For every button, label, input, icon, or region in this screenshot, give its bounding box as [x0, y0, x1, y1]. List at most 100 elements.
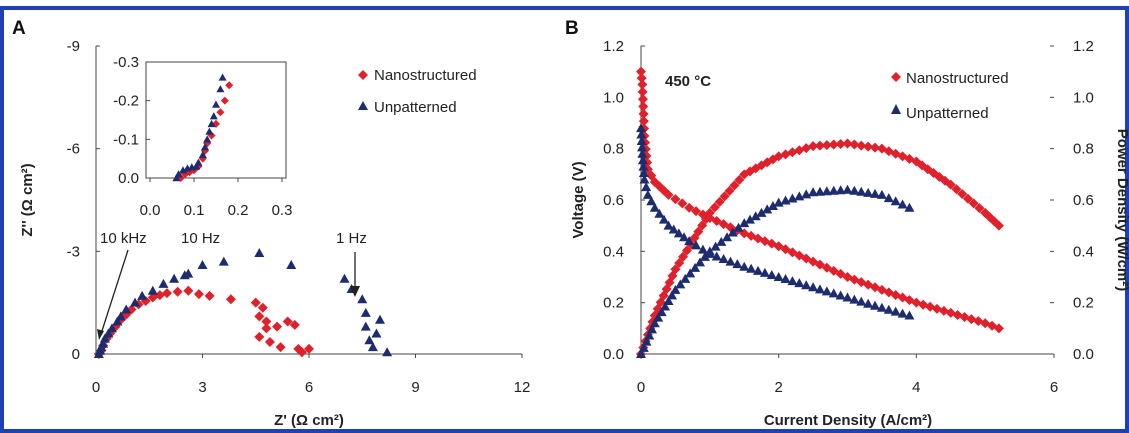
unpatterned-power-point: [756, 207, 767, 217]
nanostructured-point: [275, 342, 286, 353]
unpatterned-voltage-point: [638, 168, 649, 178]
unpatterned-power-point: [849, 185, 860, 195]
unpatterned-voltage-point: [654, 208, 665, 218]
unpatterned-point: [367, 342, 378, 352]
unpatterned-voltage-point: [794, 278, 805, 288]
panel-a-x-axis-label: Z' (Ω cm²): [274, 412, 344, 429]
nanostructured-point: [261, 323, 272, 334]
nanostructured-point: [264, 337, 275, 348]
panel-a-x-tick-label: 12: [514, 379, 531, 396]
unpatterned-voltage-point: [842, 292, 853, 302]
panel-a-y-tick-label: 0: [72, 346, 80, 363]
unpatterned-power-point: [863, 187, 874, 197]
unpatterned-voltage-point: [773, 272, 784, 281]
unpatterned-voltage-point: [801, 280, 812, 290]
unpatterned-voltage-point: [849, 294, 860, 304]
panel-b-y-tick-label: 1.2: [603, 38, 624, 55]
panel-a-x-tick-label: 6: [305, 379, 313, 396]
inset-y-tick-label: -0.1: [113, 131, 139, 148]
unpatterned-power-point: [649, 318, 660, 328]
nanostructured-point: [254, 331, 265, 342]
unpatterned-point: [183, 268, 194, 278]
unpatterned-power-point: [821, 186, 832, 196]
unpatterned-point: [254, 248, 265, 258]
temperature-annotation: 450 °C: [665, 73, 711, 90]
unpatterned-point: [360, 321, 371, 331]
nanostructured-voltage-point: [663, 189, 674, 200]
unpatterned-voltage-point: [870, 300, 881, 310]
arrow-1hz-head: [350, 286, 360, 297]
unpatterned-voltage-point: [684, 236, 695, 246]
nanostructured-point: [257, 302, 268, 313]
inset-unpatterned-point: [205, 127, 214, 135]
unpatterned-voltage-point: [639, 174, 650, 184]
unpatterned-power-point: [710, 241, 721, 251]
nanostructured-power-point: [856, 140, 867, 151]
nanostructured-power-point: [835, 139, 846, 150]
inset-nanostructured-point: [216, 108, 225, 117]
nanostructured-power-point: [968, 198, 979, 209]
unpatterned-point: [357, 294, 368, 304]
unpatterned-power-point: [641, 336, 652, 346]
panel-b-y-tick-label: 0.0: [603, 346, 624, 363]
nanostructured-voltage-point: [637, 86, 648, 97]
nanostructured-power-point: [709, 202, 720, 213]
panel-b-y-tick-label: 0.6: [603, 192, 624, 209]
unpatterned-point: [99, 333, 110, 343]
unpatterned-point: [121, 304, 132, 314]
unpatterned-voltage-point: [883, 304, 894, 314]
unpatterned-power-point: [653, 312, 664, 322]
unpatterned-voltage-point: [732, 259, 743, 269]
nanostructured-point: [183, 285, 194, 296]
unpatterned-voltage-point: [637, 155, 648, 165]
nanostructured-power-point: [808, 141, 819, 152]
panel-a-label: A: [12, 18, 26, 39]
nanostructured-point: [254, 311, 265, 322]
nanostructured-power-point: [714, 196, 725, 207]
nanostructured-voltage-point: [677, 198, 688, 209]
nanostructured-power-point: [945, 179, 956, 190]
panel-a-y-tick-label: -6: [67, 141, 80, 158]
unpatterned-voltage-point: [641, 182, 652, 192]
unpatterned-power-point: [638, 342, 649, 352]
legend-b-unpatterned-marker: [891, 104, 901, 114]
nanostructured-point: [282, 316, 293, 327]
nanostructured-voltage-point: [636, 73, 647, 84]
nyquist-plot: 0 3 6 9 12 -9 -6 -3 0 Z' (Ω cm²) Z'' (Ω cm²) 10…: [19, 38, 530, 429]
nanostructured-power-point: [974, 203, 985, 214]
nanostructured-power-point: [849, 139, 860, 150]
unpatterned-voltage-point: [904, 310, 915, 320]
panel-b-y-axis-label: Voltage (V): [570, 161, 587, 238]
unpatterned-voltage-point: [856, 296, 867, 306]
unpatterned-voltage-point: [753, 265, 764, 275]
inset-frame: [145, 61, 287, 179]
arrow-10khz-head: [97, 329, 104, 340]
unpatterned-power-point: [656, 307, 667, 317]
unpatterned-power-point: [722, 232, 733, 242]
panel-b-y2-tick-label: 0.6: [1073, 192, 1094, 209]
unpatterned-power-point: [744, 214, 755, 224]
panel-a-x-tick-label: 0: [92, 379, 100, 396]
unpatterned-voltage-point: [787, 276, 798, 286]
unpatterned-point: [364, 335, 375, 345]
nanostructured-point: [289, 319, 300, 330]
unpatterned-point: [371, 328, 382, 338]
nanostructured-voltage-point: [684, 202, 695, 213]
nanostructured-voltage-point: [637, 94, 648, 105]
panel-b-x-tick-label: 6: [1050, 379, 1058, 396]
unpatterned-power-point: [739, 218, 750, 228]
unpatterned-voltage-point: [642, 189, 653, 199]
unpatterned-voltage-point: [828, 288, 839, 298]
legend-unpatterned-marker: [358, 101, 368, 110]
unpatterned-power-point: [695, 257, 705, 267]
legend-b-nanostructured-label: Nanostructured: [906, 70, 1009, 87]
unpatterned-power-point: [660, 301, 671, 311]
panel-b-y2-tick-label: 1.2: [1073, 38, 1094, 55]
unpatterned-power-point: [890, 196, 901, 206]
unpatterned-power-point: [883, 193, 894, 203]
nanostructured-power-point: [681, 245, 692, 256]
annotation-10hz: 10 Hz: [181, 230, 220, 247]
annotation-10khz: 10 kHz: [100, 230, 147, 247]
unpatterned-voltage-point: [766, 269, 777, 279]
unpatterned-point: [130, 297, 141, 307]
